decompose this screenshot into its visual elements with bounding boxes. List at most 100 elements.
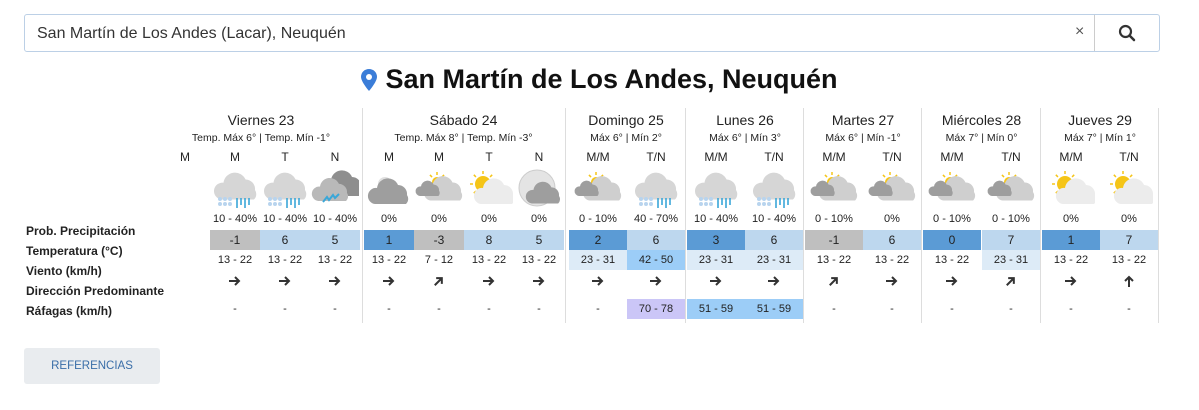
precipitation-probability: 0% [481,213,497,225]
precipitation-probability: 10 - 40% [751,213,797,225]
row-label: Dirección Predominante [26,284,165,298]
weather-snow-rain-icon [745,168,803,210]
wind-gust: - [1127,303,1131,315]
period-label: M [180,150,190,164]
period-column: T 10 - 40% 6 13 - 22 - [260,108,310,323]
weather-sunny-cloudy-icon [464,168,515,210]
wind-gust: - [1069,303,1073,315]
temperature-cell: 6 [627,230,685,250]
wind-gust: 51 - 59 [687,299,745,319]
wind-direction-arrow-icon [260,274,310,290]
search-button[interactable] [1094,15,1159,51]
wind-gust: 70 - 78 [627,299,685,319]
temperature-cell: 7 [1100,230,1158,250]
temperature-cell: 7 [982,230,1040,250]
clear-icon[interactable]: × [1075,23,1085,40]
temperature-cell: 6 [260,230,310,250]
wind-direction-arrow-icon [923,274,981,290]
wind-speed: 13 - 22 [371,254,407,266]
wind-direction-arrow-icon [863,274,921,290]
period-label: T/N [882,150,902,164]
wind-direction-arrow-icon [210,274,260,290]
wind-gust: - [437,303,441,315]
precipitation-probability: 10 - 40% [312,213,358,225]
period-column: M/M 0% 1 13 - 22 - [1042,108,1100,323]
wind-gust: - [950,303,954,315]
day-name: Sábado 24 [429,112,498,128]
wind-gust: - [1009,303,1013,315]
wind-gust: - [487,303,491,315]
day-name: Martes 27 [831,112,895,128]
wind-speed: 13 - 22 [521,254,557,266]
search-input[interactable] [25,15,1099,53]
wind-gust: 51 - 59 [745,299,803,319]
row-label: Temperatura (°C) [26,244,123,258]
precipitation-probability: 0 - 10% [579,213,617,225]
period-column: M/M 0 - 10% -1 13 - 22 - [805,108,863,323]
day-temps: Máx 7° | Mín 0° [945,132,1018,144]
wind-speed: 13 - 22 [874,254,910,266]
temperature-cell: 2 [569,230,627,250]
day-column: Lunes 26 Máx 6° | Mín 3° M/M 10 - 40% 3 23 - … [687,108,804,323]
wind-direction-arrow-icon [1100,274,1158,290]
wind-direction-arrow-icon [414,274,464,290]
wind-gust: - [537,303,541,315]
day-column: Martes 27 Máx 6° | Mín -1° M/M 0 - 10% -1 13 … [805,108,922,323]
wind-speed: 7 - 12 [424,254,454,266]
wind-direction-arrow-icon [1042,274,1100,290]
wind-gust: - [387,303,391,315]
period-column: N 10 - 40% 5 13 - 22 - [310,108,363,323]
period-column: M 0% -3 7 - 12 - [414,108,464,323]
period-label: M/M [940,150,964,164]
period-label: M/M [822,150,846,164]
weather-partly-cloudy-icon [414,168,464,210]
wind-speed: 23 - 31 [982,250,1040,270]
weather-partly-cloudy-icon [923,168,981,210]
period-column: M 10 - 40% -1 13 - 22 - [210,108,260,323]
period-column: M/M 0 - 10% 0 13 - 22 - [923,108,981,323]
period-column: T/N 40 - 70% 6 42 - 50 70 - 78 [627,108,685,323]
period-column: M 0% 1 13 - 22 - [364,108,414,323]
wind-speed: 42 - 50 [627,250,685,270]
temperature-cell: -3 [414,230,464,250]
period-label: N [330,150,340,164]
weather-snow-rain-icon [210,168,260,210]
temperature-cell: 6 [745,230,803,250]
wind-gust: - [832,303,836,315]
day-name: Miércoles 28 [941,112,1022,128]
temperature-cell: 8 [464,230,514,250]
wind-direction-arrow-icon [627,274,685,290]
wind-direction-arrow-icon [364,274,414,290]
period-column: M/M 10 - 40% 3 23 - 31 51 - 59 [687,108,745,323]
period-label: M [434,150,444,164]
period-label: T/N [1001,150,1021,164]
precipitation-probability: 40 - 70% [633,213,679,225]
period-label: M/M [704,150,728,164]
weather-storm-icon [310,168,363,210]
day-column: Jueves 29 Máx 7° | Mín 1° M/M 0% 1 13 - 22- T/… [1042,108,1159,323]
period-label: T/N [1119,150,1139,164]
wind-speed: 13 - 22 [471,254,507,266]
period-column: T/N 0% 7 13 - 22 - [1100,108,1158,323]
wind-direction-arrow-icon [805,274,863,290]
day-column: Domingo 25 Máx 6° | Mín 2° M/M 0 - 10% 2 23 -… [567,108,686,323]
period-label: T/N [764,150,784,164]
day-name: Viernes 23 [227,112,295,128]
period-label: T [281,150,289,164]
weather-cloudy-night-icon [364,168,414,210]
wind-gust: - [890,303,894,315]
day-name: Domingo 25 [588,112,664,128]
period-label: T [485,150,493,164]
wind-direction-arrow-icon [687,274,745,290]
wind-speed: 13 - 22 [934,254,970,266]
wind-speed: 13 - 22 [1111,254,1147,266]
day-temps: Máx 7° | Mín 1° [1064,132,1136,144]
references-button[interactable]: REFERENCIAS [24,348,160,384]
day-column: Miércoles 28 Máx 7° | Mín 0° M/M 0 - 10% 0 13… [923,108,1041,323]
temperature-cell: 1 [1042,230,1100,250]
precipitation-probability: 10 - 40% [212,213,258,225]
period-column: T 0% 8 13 - 22 - [464,108,515,323]
day-temps: Máx 6° | Mín 3° [709,132,781,144]
temperature-cell: 5 [310,230,360,250]
wind-speed: 23 - 31 [687,250,745,270]
